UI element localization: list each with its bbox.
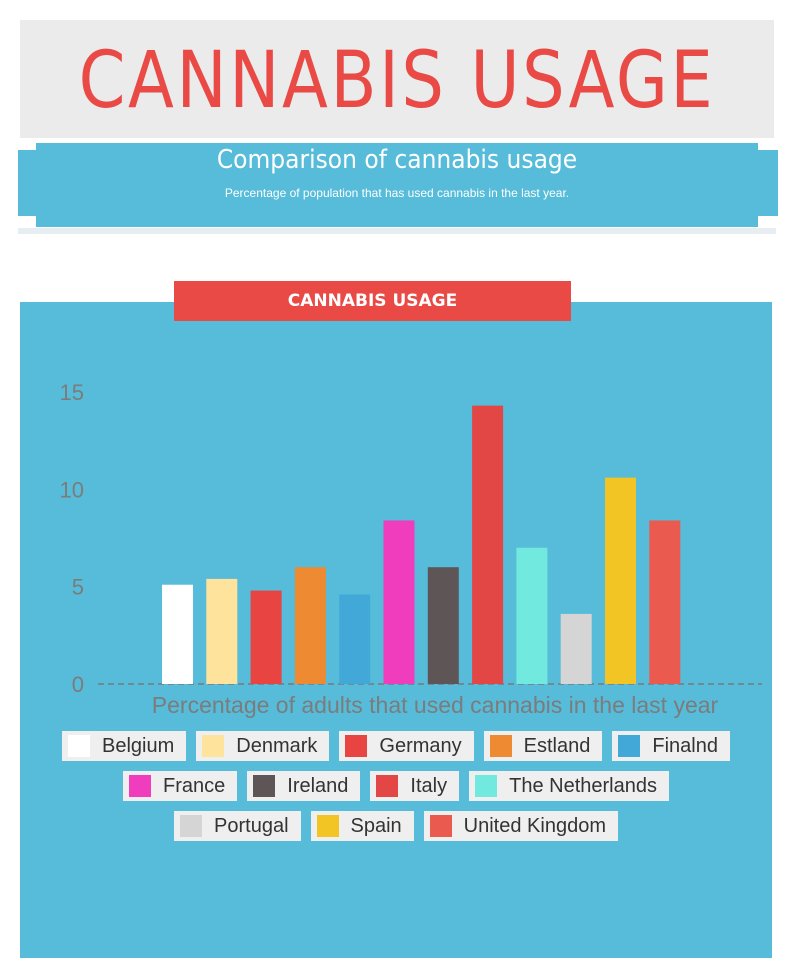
bar-portugal	[560, 613, 592, 684]
bar-ireland	[427, 567, 459, 684]
legend-swatch	[253, 775, 276, 797]
legend-row: France Ireland Italy The Netherlands	[20, 771, 772, 801]
legend-label: Spain	[350, 814, 402, 837]
subtitle: Comparison of cannabis usage	[216, 145, 578, 175]
legend-item[interactable]: The Netherlands	[469, 771, 669, 801]
y-tick-label: 15	[60, 380, 84, 405]
legend-swatch	[475, 775, 498, 797]
x-axis-label: Percentage of adults that used cannabis …	[151, 692, 719, 718]
subtitle-ribbon	[36, 143, 758, 227]
legend-item[interactable]: Finalnd	[612, 731, 730, 761]
bar-denmark	[206, 578, 238, 684]
legend-row: Belgium Denmark Germany Estland Finalnd	[20, 731, 772, 761]
bar-finalnd	[339, 594, 371, 684]
legend-item[interactable]: Belgium	[62, 731, 187, 761]
legend-swatch	[180, 815, 203, 837]
legend-item[interactable]: United Kingdom	[423, 811, 618, 841]
legend-label: Belgium	[102, 734, 175, 757]
bar-united-kingdom	[649, 520, 681, 684]
legend-label: Finalnd	[652, 734, 718, 757]
y-tick-label: 0	[72, 672, 84, 697]
legend-item[interactable]: Italy	[370, 771, 460, 801]
legend-swatch	[345, 735, 368, 757]
bar-spain	[605, 477, 636, 684]
legend-item[interactable]: France	[123, 771, 238, 801]
y-tick-label: 5	[72, 575, 84, 600]
legend-swatch	[202, 735, 225, 757]
legend-item[interactable]: Germany	[339, 731, 474, 761]
bar-germany	[250, 590, 282, 684]
legend-swatch	[489, 735, 512, 757]
legend-label: Estland	[523, 734, 591, 757]
legend-label: United Kingdom	[463, 814, 606, 837]
chart-legend: Belgium Denmark Germany Estland Finalnd Franc…	[20, 731, 772, 851]
legend-swatch	[68, 735, 90, 757]
legend-label: Germany	[379, 734, 462, 757]
legend-item[interactable]: Portugal	[174, 811, 301, 841]
bar-belgium	[162, 584, 193, 684]
bar-france	[383, 520, 415, 684]
main-title: CANNABIS USAGE	[78, 36, 716, 126]
legend-item[interactable]: Estland	[483, 731, 603, 761]
ribbon-underline	[18, 228, 776, 234]
legend-label: The Netherlands	[509, 774, 657, 797]
bar-italy	[472, 405, 504, 684]
legend-swatch	[376, 775, 399, 797]
legend-swatch	[618, 735, 641, 757]
legend-label: Ireland	[287, 774, 349, 797]
legend-label: Denmark	[236, 734, 318, 757]
legend-item[interactable]: Spain	[310, 811, 414, 841]
bar-the-netherlands	[516, 547, 548, 684]
legend-row: Portugal Spain United Kingdom	[20, 811, 772, 841]
legend-label: France	[163, 774, 226, 797]
legend-item[interactable]: Ireland	[247, 771, 361, 801]
legend-label: Italy	[410, 774, 448, 797]
legend-label: Portugal	[214, 814, 289, 837]
legend-item[interactable]: Denmark	[196, 731, 330, 761]
ribbon-tail-right	[756, 150, 778, 216]
ribbon-tail-left	[18, 150, 40, 216]
title-box: CANNABIS USAGE	[20, 20, 774, 138]
y-tick-label: 10	[60, 477, 84, 502]
legend-swatch	[429, 815, 452, 837]
chart-panel-title: CANNABIS USAGE	[174, 281, 571, 321]
legend-swatch	[129, 775, 152, 797]
bar-estland	[294, 567, 326, 684]
subtitle-description: Percentage of population that has used c…	[224, 186, 570, 200]
legend-swatch	[316, 815, 339, 837]
